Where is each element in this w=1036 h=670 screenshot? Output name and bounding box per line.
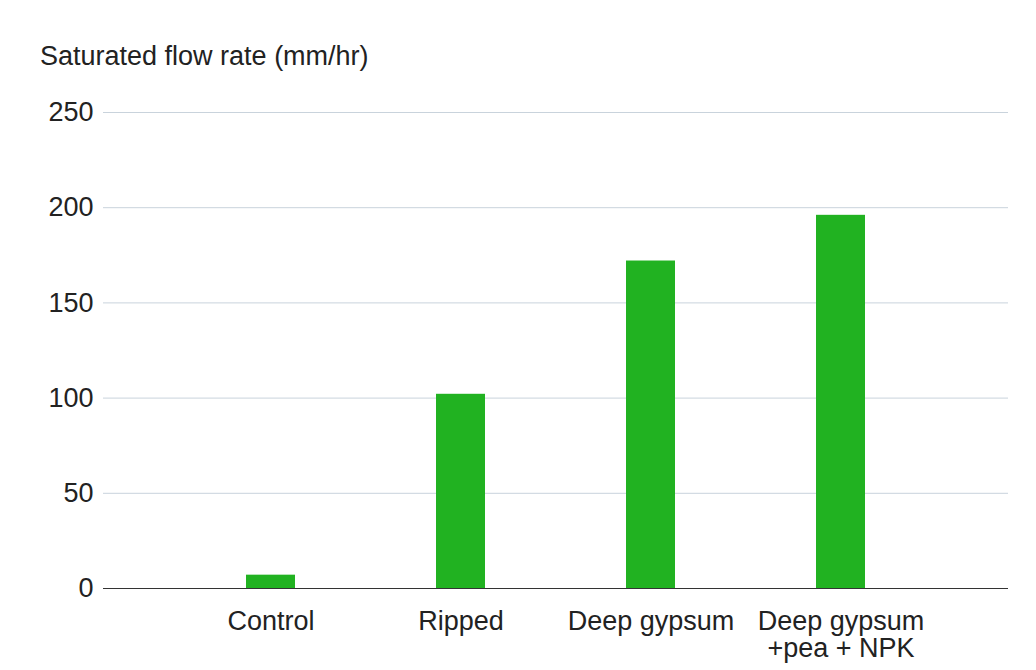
svg-text:Control: Control [227,606,314,636]
svg-text:200: 200 [48,192,93,222]
svg-text:250: 250 [48,97,93,127]
svg-text:150: 150 [48,288,93,318]
html-text:Saturated flow rate (mm/hr): Saturated flow rate (mm/hr) [40,41,369,71]
svg-text:Ripped: Ripped [418,606,504,636]
svg-text:Deep gypsum: Deep gypsum [568,606,735,636]
svg-text:0: 0 [78,573,93,603]
svg-text:100: 100 [48,383,93,413]
svg-text:50: 50 [63,478,93,508]
svg-text:Deep gypsum+pea + NPK: Deep gypsum+pea + NPK [758,606,925,663]
